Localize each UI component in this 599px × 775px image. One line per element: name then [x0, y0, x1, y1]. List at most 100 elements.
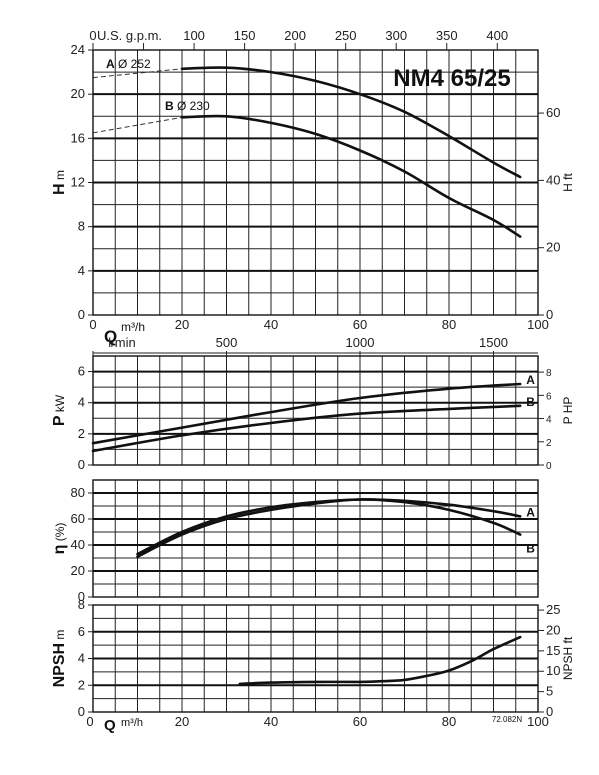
y-tick-label: 8 — [78, 219, 85, 234]
y-tick-label: 20 — [71, 563, 85, 578]
top-tick-label: 300 — [385, 28, 407, 43]
right-axis-label: P HP — [561, 397, 575, 425]
lmin-tick-label: l/min — [108, 335, 135, 350]
top-tick-label: 200 — [284, 28, 306, 43]
top-tick-label: 350 — [436, 28, 458, 43]
right-tick-label: 20 — [546, 240, 560, 255]
right-tick-label: 5 — [546, 684, 553, 699]
right-tick-label: 8 — [546, 368, 552, 379]
plot-frame — [92, 479, 539, 598]
right-tick-label: 0 — [546, 307, 553, 322]
lmin-tick-label: 500 — [216, 335, 238, 350]
right-tick-label: 0 — [546, 461, 552, 472]
right-tick-label: 15 — [546, 643, 560, 658]
x-axis-unit: m³/h — [121, 717, 143, 729]
x-tick-label: 40 — [264, 714, 278, 729]
y-axis-label: P kW — [51, 394, 68, 426]
series-letter: B — [165, 99, 174, 113]
right-tick-label: 60 — [546, 105, 560, 120]
series-A-extrapolated — [92, 68, 183, 79]
lmin-tick-label: 1500 — [479, 335, 508, 350]
right-tick-label: 40 — [546, 172, 560, 187]
head-chart: 0 4 8 12 16 20 24 0 20 40 60 H m H ft A Ø 252 B Ø 230 0… — [51, 28, 575, 332]
y-axis-quantity: P — [51, 415, 68, 426]
x-tick-label: 0 — [86, 714, 93, 729]
series-B-label: B — [526, 395, 535, 409]
y-axis-unit: m — [53, 170, 67, 183]
top-tick-label: 0 — [89, 28, 96, 43]
right-tick-label: 0 — [546, 704, 553, 719]
y-tick-label: 24 — [71, 42, 85, 57]
series-B-diameter-label: B Ø 230 — [165, 99, 210, 113]
y-axis-unit: (%) — [53, 523, 67, 545]
top-tick-label: 150 — [234, 28, 256, 43]
y-axis-quantity: NPSH — [51, 643, 68, 687]
y-axis-label: NPSH m — [51, 630, 68, 688]
right-tick-label: 4 — [546, 415, 552, 426]
series-diameter: Ø 252 — [115, 57, 151, 71]
x-tick-label: 100 — [527, 317, 549, 332]
figure-title: NM4 65/25 — [393, 65, 510, 92]
y-tick-label: 80 — [71, 485, 85, 500]
power-chart: 0 2 4 6 0 2 4 6 8 P kW P HP AB — [51, 355, 575, 472]
y-tick-label: 4 — [78, 263, 85, 278]
right-tick-label: 20 — [546, 622, 560, 637]
y-axis-label: H m — [51, 170, 68, 195]
series-B-extrapolated — [92, 116, 183, 134]
y-tick-label: 6 — [78, 364, 85, 379]
series-B-curve — [180, 114, 522, 238]
y-tick-label: 8 — [78, 597, 85, 612]
x-tick-label: 80 — [442, 714, 456, 729]
plot-frame — [92, 355, 539, 466]
x-tick-label: 40 — [264, 317, 278, 332]
y-tick-label: 6 — [78, 624, 85, 639]
lmin-tick-label: 1000 — [346, 335, 375, 350]
efficiency-chart: 0 20 40 60 80 η (%) A B — [51, 479, 539, 604]
y-tick-label: 16 — [71, 130, 85, 145]
top-tick-label: 250 — [335, 28, 357, 43]
y-tick-label: 12 — [71, 175, 85, 190]
y-tick-label: 0 — [78, 457, 85, 472]
series-A-label: A — [526, 505, 535, 519]
series-B-curve — [136, 498, 522, 558]
y-axis-quantity: H — [51, 183, 68, 195]
y-tick-label: 60 — [71, 511, 85, 526]
series-letter: A — [106, 57, 115, 71]
y-tick-label: 40 — [71, 537, 85, 552]
x-tick-label: 20 — [175, 714, 189, 729]
y-tick-label: 0 — [78, 589, 85, 604]
series-B-curve — [91, 404, 522, 453]
y-axis-label: η (%) — [51, 523, 68, 555]
right-tick-label: 25 — [546, 602, 560, 617]
y-tick-label: 0 — [78, 307, 85, 322]
y-axis-quantity: η — [51, 545, 68, 555]
figure-reference: 72.082N — [492, 715, 522, 724]
x-tick-label: 80 — [442, 317, 456, 332]
top-tick-label: U.S. g.p.m. — [97, 28, 162, 43]
right-axis-label: H ft — [561, 173, 575, 192]
right-tick-label: 6 — [546, 391, 552, 402]
x-tick-label: 0 — [89, 317, 96, 332]
x-axis-quantity: Q — [104, 327, 117, 346]
series-A-curve — [91, 382, 522, 445]
series-A-curve — [180, 66, 522, 179]
y-tick-label: 0 — [78, 704, 85, 719]
y-axis-unit: kW — [53, 394, 67, 415]
series-diameter: Ø 230 — [174, 99, 210, 113]
y-tick-label: 4 — [78, 651, 85, 666]
right-axis-label: NPSH ft — [561, 636, 575, 680]
x-tick-label: 60 — [353, 317, 367, 332]
x-tick-label: 100 — [527, 714, 549, 729]
y-tick-label: 4 — [78, 395, 85, 410]
right-tick-label: 10 — [546, 663, 560, 678]
y-tick-label: 2 — [78, 677, 85, 692]
top-tick-label: 100 — [183, 28, 205, 43]
right-tick-label: 2 — [546, 438, 552, 449]
top-tick-label: 400 — [486, 28, 508, 43]
x-axis-quantity: Q — [104, 717, 116, 734]
series-A-diameter-label: A Ø 252 — [106, 57, 151, 71]
y-tick-label: 20 — [71, 86, 85, 101]
